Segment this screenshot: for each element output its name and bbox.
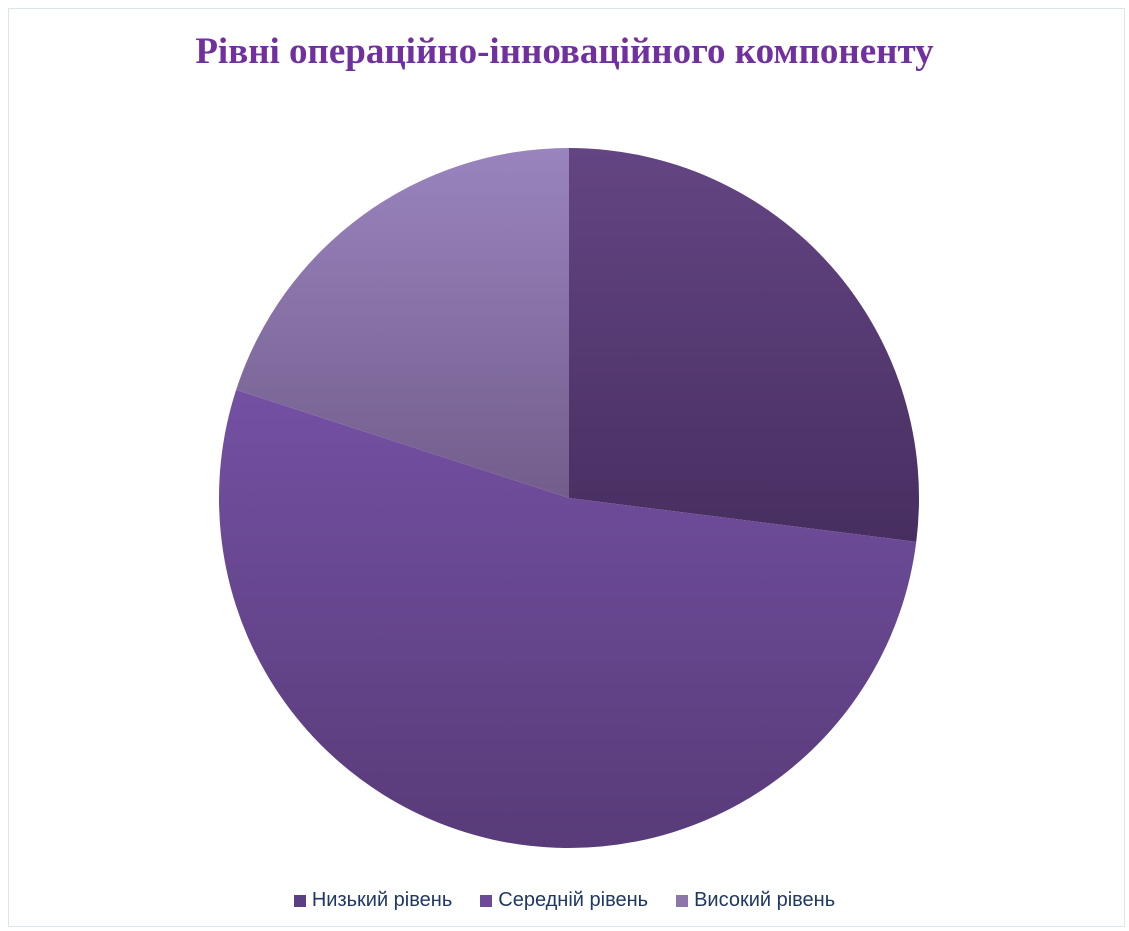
legend-swatch — [480, 894, 493, 907]
pie-slice-3 — [236, 148, 569, 498]
legend-swatch — [676, 894, 689, 907]
legend-item: Середній рівень — [480, 889, 648, 912]
legend: Низький рівень Середній рівень Високий рів… — [0, 889, 1129, 912]
legend-swatch — [293, 894, 306, 907]
legend-label: Низький рівень — [311, 889, 453, 911]
legend-label: Середній рівень — [498, 889, 649, 911]
chart-title: Рівні операційно-інноваційного компонент… — [195, 31, 934, 72]
pie-slice-1 — [569, 148, 920, 542]
legend-label: Високий рівень — [694, 889, 836, 911]
legend-item: Високий рівень — [676, 889, 835, 912]
pie-slice-2 — [219, 389, 917, 848]
legend-item: Низький рівень — [293, 889, 453, 912]
